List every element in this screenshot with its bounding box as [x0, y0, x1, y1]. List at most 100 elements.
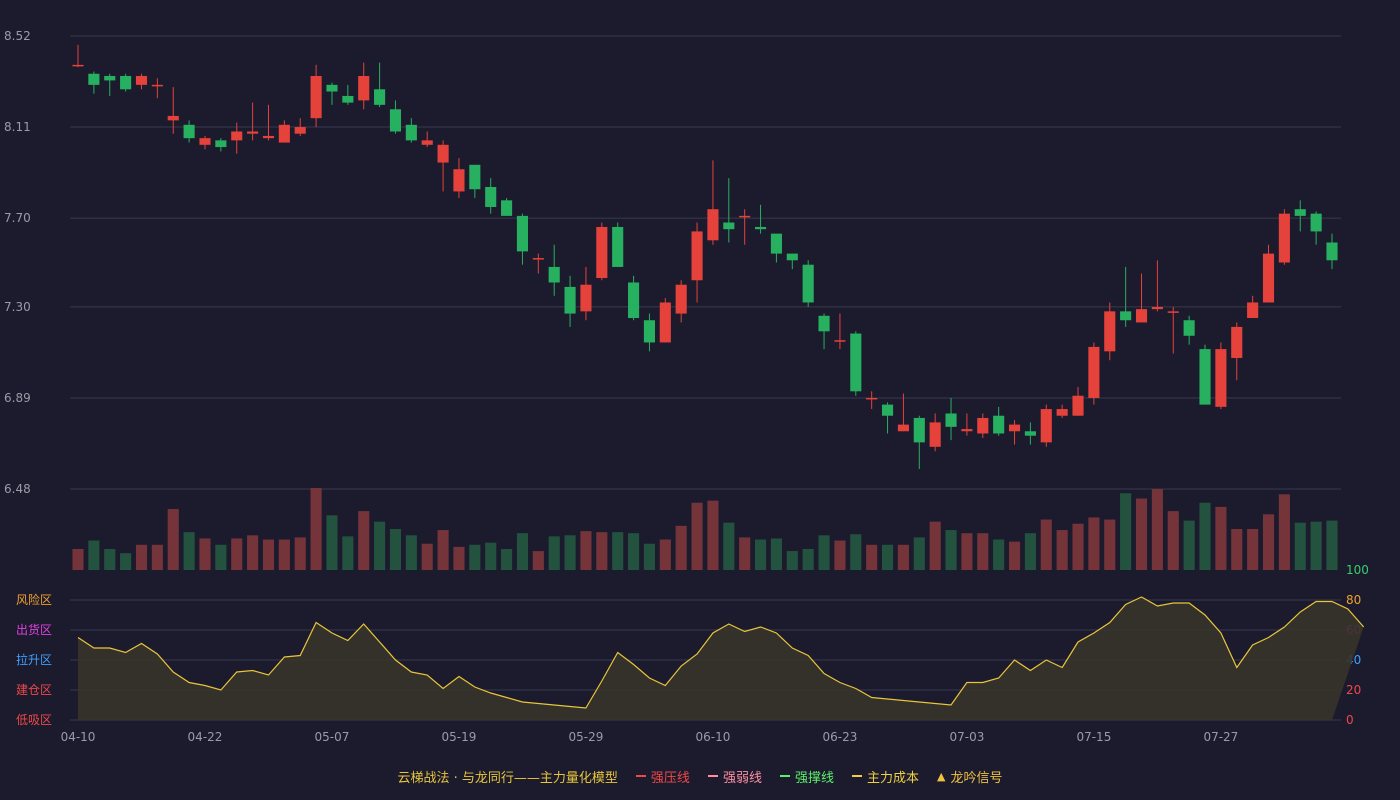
candle-body	[199, 138, 211, 145]
candle-body	[405, 124, 417, 141]
price-tick-label: 8.52	[4, 29, 31, 43]
legend-item: ▲ 龙吟信号	[937, 767, 1002, 786]
legend-line-marker	[707, 775, 718, 777]
candle-body	[294, 127, 306, 134]
volume-bar	[945, 530, 957, 570]
volume-bar	[993, 539, 1005, 570]
volume-bar	[516, 533, 529, 570]
candle-body	[1024, 431, 1036, 436]
candle-body	[770, 233, 782, 254]
candle-body	[1215, 349, 1227, 407]
volume-bar	[659, 539, 671, 570]
candle-body	[1231, 326, 1243, 358]
volume-bar	[469, 544, 481, 570]
candle-body	[612, 226, 624, 267]
volume-bar	[1262, 514, 1275, 570]
candle-body	[135, 75, 148, 85]
legend-line-marker	[851, 775, 862, 777]
zone-label: 低吸区	[16, 713, 52, 727]
candle-body	[1278, 213, 1290, 263]
candle-body	[532, 258, 544, 260]
candle-body	[1151, 306, 1163, 310]
volume-bar	[1247, 529, 1259, 570]
volume-bar	[770, 538, 782, 570]
x-tick-label: 04-10	[61, 730, 96, 744]
candle-body	[72, 64, 84, 67]
volume-bar	[1294, 522, 1306, 570]
candle-body	[516, 215, 529, 252]
volume-bar	[104, 548, 116, 570]
volume-bar	[596, 532, 608, 570]
candle-body	[247, 131, 259, 134]
volume-bar	[88, 540, 100, 570]
volume-bar	[818, 535, 830, 570]
candle-body	[1310, 213, 1322, 232]
price-tick-label: 6.89	[4, 391, 31, 405]
volume-bar	[1088, 517, 1100, 570]
candle-body	[755, 226, 767, 230]
volume-bar	[310, 488, 322, 570]
legend: 云梯战法 · 与龙同行——主力量化模型 强压线 强弱线 强撑线 主力成本 ▲ 龙吟信号	[0, 764, 1400, 788]
volume-bar	[1040, 519, 1052, 570]
candle-body	[881, 404, 894, 416]
volume-bar	[643, 543, 655, 570]
volume-bar	[405, 535, 417, 570]
candle-body	[691, 231, 703, 281]
legend-line-marker	[635, 775, 646, 777]
candle-body	[850, 333, 862, 392]
legend-item: 强弱线	[707, 767, 762, 786]
candle-body	[707, 209, 719, 241]
candle-body	[643, 320, 655, 343]
x-tick-label: 07-27	[1203, 730, 1238, 744]
candle-body	[469, 164, 481, 190]
zone-label: 拉升区	[16, 652, 52, 667]
candle-body	[786, 253, 798, 261]
volume-bar	[1199, 502, 1211, 570]
volume-bar	[183, 532, 195, 570]
candle-body	[389, 109, 402, 132]
candle-body	[1056, 409, 1068, 416]
x-tick-label: 07-03	[949, 730, 984, 744]
volume-bar	[1215, 506, 1227, 570]
volume-bar	[485, 542, 497, 570]
volume-bar	[1278, 494, 1290, 570]
candle-body	[1104, 311, 1116, 352]
candle-body	[167, 115, 179, 121]
volume-bar	[1008, 541, 1021, 570]
volume-bar	[564, 535, 576, 570]
volume-bar	[358, 511, 370, 570]
volume-bar	[294, 537, 306, 570]
volume-bar	[135, 544, 148, 570]
candle-body	[1199, 349, 1211, 405]
volume-bar	[929, 521, 941, 570]
volume-bar	[532, 551, 544, 570]
volume-bar	[1024, 533, 1036, 570]
cost-area-fill	[78, 597, 1364, 720]
candle-body	[913, 417, 925, 443]
x-tick-label: 05-07	[315, 730, 350, 744]
legend-item: 强撑线	[779, 767, 834, 786]
volume-bar	[1072, 523, 1084, 570]
indicator-tick-label: 80	[1346, 593, 1361, 607]
volume-bar	[1056, 530, 1068, 570]
volume-bar	[612, 532, 624, 570]
candle-body	[945, 413, 957, 427]
candle-body	[818, 315, 830, 332]
legend-item-label: 强压线	[650, 770, 690, 786]
price-tick-label: 7.70	[4, 211, 31, 225]
legend-item-label: 龙吟信号	[950, 770, 1003, 786]
volume-bar	[120, 553, 132, 570]
volume-bar	[278, 539, 290, 570]
legend-title-text: 云梯战法 · 与龙同行——主力量化模型	[397, 770, 618, 786]
candle-body	[1326, 242, 1338, 261]
candle-body	[151, 84, 163, 87]
price-tick-label: 6.48	[4, 482, 31, 496]
price-tick-label: 7.30	[4, 300, 31, 314]
volume-bar	[723, 522, 735, 570]
volume-bar	[628, 533, 640, 570]
candle-body	[1247, 302, 1259, 319]
candle-body	[929, 422, 941, 447]
volume-bar	[1167, 511, 1179, 570]
volume-bar	[421, 543, 433, 570]
candle-body	[1183, 320, 1195, 336]
